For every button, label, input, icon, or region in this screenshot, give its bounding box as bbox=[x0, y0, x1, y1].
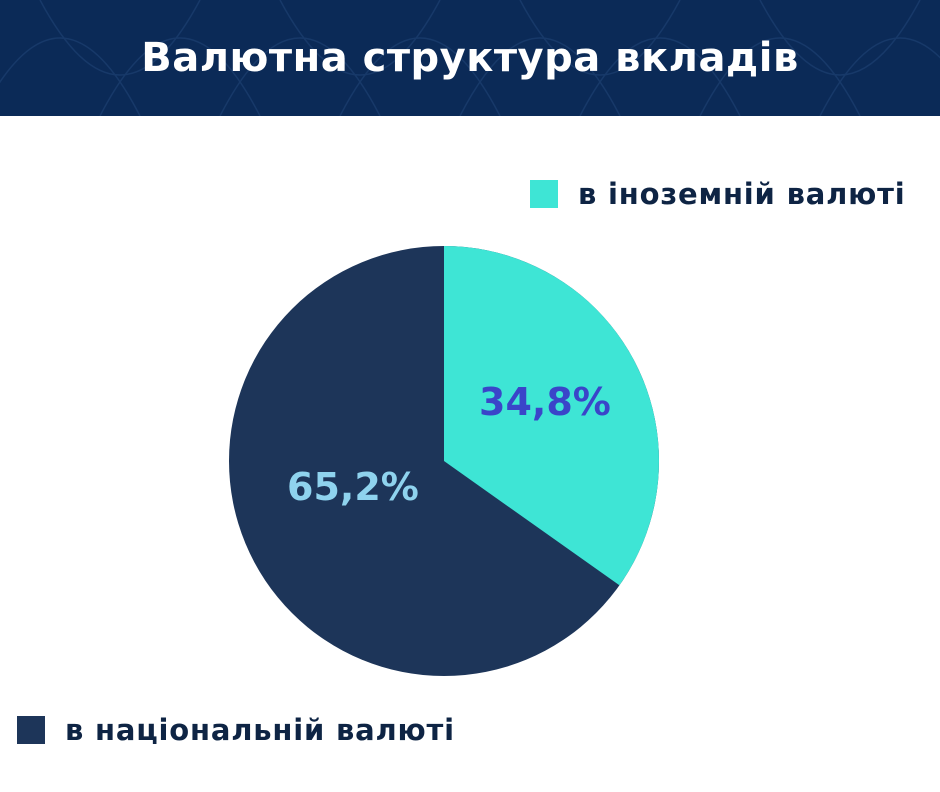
pie-label-foreign: 34,8% bbox=[479, 380, 611, 424]
decorative-pattern bbox=[0, 0, 940, 116]
legend-swatch-foreign bbox=[530, 180, 558, 208]
legend-item-foreign-currency: в іноземній валюті bbox=[530, 177, 905, 211]
header-banner: Валютна структура вкладів bbox=[0, 0, 940, 116]
pie-slice-foreign bbox=[444, 246, 659, 586]
legend-item-national-currency: в національній валюті bbox=[17, 713, 455, 747]
chart-title: Валютна структура вкладів bbox=[141, 35, 799, 81]
legend-swatch-national bbox=[17, 716, 45, 744]
legend-label-foreign: в іноземній валюті bbox=[578, 177, 906, 211]
legend-label-national: в національній валюті bbox=[65, 713, 455, 747]
pie-label-national: 65,2% bbox=[287, 465, 419, 509]
